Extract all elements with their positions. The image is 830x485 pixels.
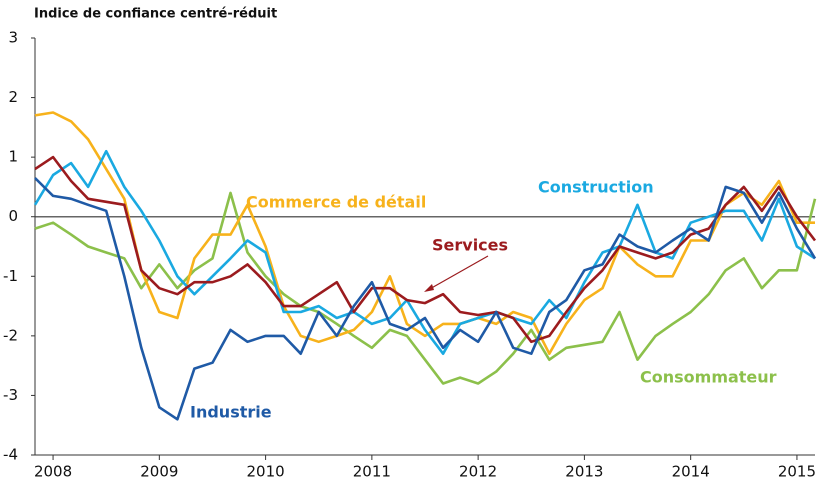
series-line xyxy=(33,149,816,355)
x-tick-label: 2014 xyxy=(672,463,710,481)
y-tick-label: -3 xyxy=(3,386,18,404)
y-tick-label: -1 xyxy=(3,267,18,285)
series-line xyxy=(34,155,817,344)
x-tick-label: 2011 xyxy=(353,463,391,481)
series-label: Commerce de détail xyxy=(246,193,426,212)
x-tick-label: 2010 xyxy=(247,463,285,481)
series-label: Industrie xyxy=(190,403,272,422)
series-label: Services xyxy=(432,236,508,255)
y-tick-label: -4 xyxy=(3,446,18,464)
x-tick-label: 2015 xyxy=(778,463,816,481)
y-tick-label: 0 xyxy=(8,207,18,225)
arrow-head xyxy=(424,284,434,292)
series-line xyxy=(34,177,817,421)
x-tick-label: 2012 xyxy=(459,463,497,481)
y-tick-label: 3 xyxy=(8,29,18,47)
series-label: Construction xyxy=(538,178,654,197)
y-tick-label: 1 xyxy=(8,148,18,166)
arrow xyxy=(427,255,489,291)
x-tick-label: 2013 xyxy=(565,463,603,481)
series-line xyxy=(34,111,815,355)
y-tick-label: 2 xyxy=(8,88,18,106)
y-tick-label: -2 xyxy=(3,326,18,344)
x-tick-label: 2008 xyxy=(34,463,72,481)
series-line xyxy=(34,191,817,385)
chart-title: Indice de confiance centré-réduit xyxy=(34,7,277,22)
x-tick-label: 2009 xyxy=(140,463,178,481)
series-label: Consommateur xyxy=(640,368,777,387)
